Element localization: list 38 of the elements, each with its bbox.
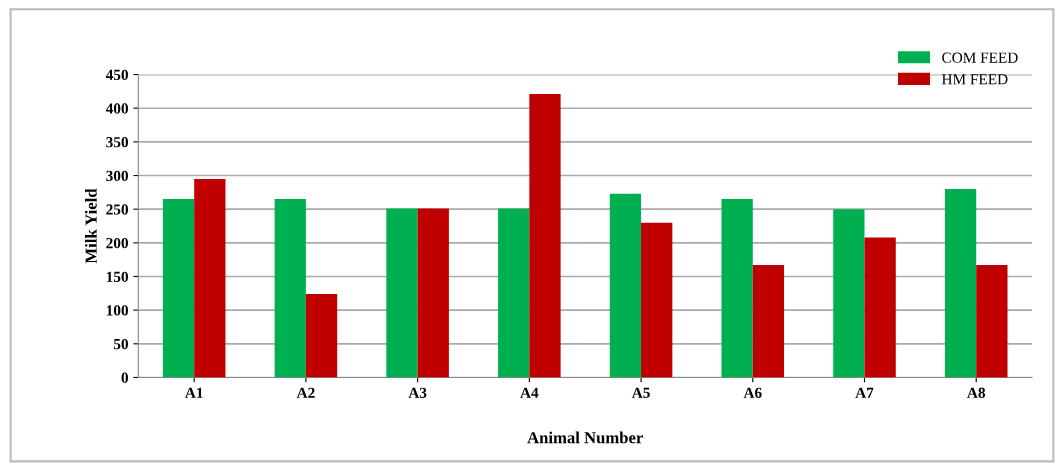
x-tick-label: A1 bbox=[184, 387, 203, 398]
bar bbox=[833, 209, 865, 378]
bar bbox=[529, 94, 561, 378]
bar bbox=[864, 237, 896, 378]
bar bbox=[609, 193, 642, 378]
legend-label: COM FEED bbox=[942, 52, 1018, 63]
y-tick-label: 150 bbox=[106, 271, 129, 282]
bar bbox=[274, 199, 306, 378]
bar bbox=[498, 208, 530, 378]
y-tick-label: 0 bbox=[121, 372, 129, 383]
x-tick-label: A6 bbox=[743, 387, 762, 398]
x-tick-label: A7 bbox=[855, 387, 874, 398]
y-tick-label: 100 bbox=[106, 305, 129, 316]
x-axis-title: Animal Number bbox=[527, 431, 643, 444]
x-tick-label: A3 bbox=[408, 387, 427, 398]
bar bbox=[162, 199, 195, 378]
bar bbox=[417, 208, 449, 378]
y-tick-label: 250 bbox=[106, 204, 129, 215]
x-tick-label: A8 bbox=[967, 387, 986, 398]
y-tick-label: 50 bbox=[113, 338, 129, 350]
bar bbox=[721, 199, 753, 378]
bar bbox=[976, 265, 1008, 378]
bar bbox=[386, 208, 418, 378]
y-axis-title: Milk Yield bbox=[85, 188, 97, 264]
x-tick-label: A4 bbox=[520, 387, 539, 398]
x-tick-label: A5 bbox=[631, 387, 650, 398]
y-tick-label: 400 bbox=[105, 103, 129, 114]
y-tick-label: 450 bbox=[105, 69, 129, 81]
bar bbox=[194, 178, 226, 378]
y-tick-label: 350 bbox=[106, 137, 129, 148]
y-tick-label: 200 bbox=[106, 237, 129, 249]
x-tick-label: A2 bbox=[296, 387, 315, 398]
bar bbox=[752, 265, 785, 378]
y-tick-label: 300 bbox=[106, 170, 129, 181]
bar bbox=[305, 293, 338, 378]
legend-label: HM FEED bbox=[941, 74, 1008, 85]
bar bbox=[641, 222, 673, 378]
bar bbox=[944, 188, 977, 378]
